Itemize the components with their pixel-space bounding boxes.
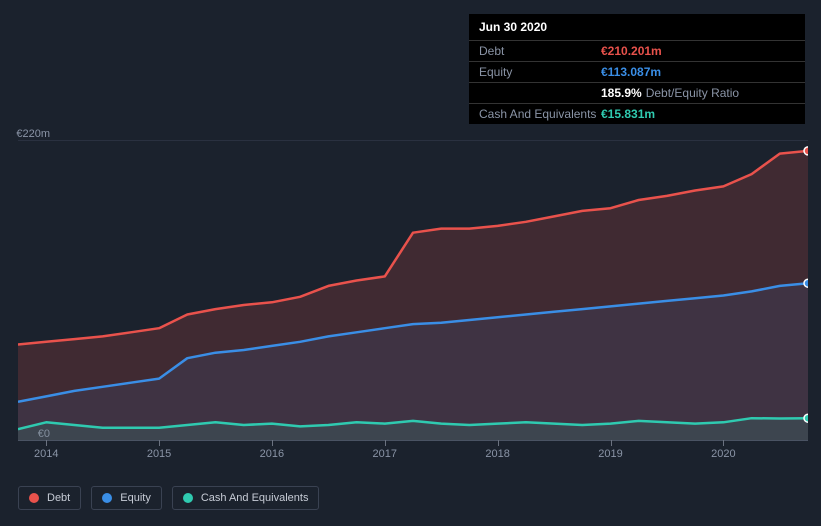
x-tick — [611, 440, 612, 446]
tooltip-row-label: Cash And Equivalents — [479, 107, 601, 121]
x-tick — [498, 440, 499, 446]
tooltip-row: Debt€210.201m — [469, 40, 805, 61]
tooltip-row: Equity€113.087m — [469, 61, 805, 82]
series-end-marker — [804, 414, 808, 422]
tooltip-row-label: Debt — [479, 44, 601, 58]
tooltip-row-label — [479, 86, 601, 100]
x-axis-label: 2015 — [147, 448, 171, 460]
tooltip-date: Jun 30 2020 — [469, 14, 805, 40]
legend-label: Debt — [47, 492, 70, 504]
legend-item[interactable]: Equity — [91, 486, 162, 510]
y-axis-label: €220m — [2, 128, 50, 140]
tooltip-row: 185.9% Debt/Equity Ratio — [469, 82, 805, 103]
x-axis-label: 2018 — [485, 448, 509, 460]
tooltip-row-value: €210.201m — [601, 44, 662, 58]
series-end-marker — [804, 147, 808, 155]
x-tick — [159, 440, 160, 446]
x-tick — [272, 440, 273, 446]
area-chart[interactable] — [18, 140, 808, 440]
chart-tooltip: Jun 30 2020 Debt€210.201mEquity€113.087m… — [469, 14, 805, 124]
x-axis-label: 2020 — [711, 448, 735, 460]
x-tick — [723, 440, 724, 446]
x-tick — [46, 440, 47, 446]
x-axis-label: 2017 — [373, 448, 397, 460]
chart-legend: Debt Equity Cash And Equivalents — [18, 486, 319, 510]
legend-label: Cash And Equivalents — [201, 492, 309, 504]
grid-baseline — [18, 440, 808, 441]
legend-item[interactable]: Cash And Equivalents — [172, 486, 320, 510]
tooltip-row-value: €15.831m — [601, 107, 655, 121]
tooltip-row-label: Equity — [479, 65, 601, 79]
tooltip-row-value: €113.087m — [601, 65, 661, 79]
x-axis: 2014 2015 2016 2017 2018 2019 2020 — [18, 448, 808, 464]
tooltip-row-suffix: Debt/Equity Ratio — [646, 86, 739, 100]
x-axis-label: 2019 — [598, 448, 622, 460]
legend-swatch-icon — [29, 493, 39, 503]
tooltip-row: Cash And Equivalents€15.831m — [469, 103, 805, 124]
x-tick — [385, 440, 386, 446]
x-axis-label: 2016 — [260, 448, 284, 460]
legend-swatch-icon — [183, 493, 193, 503]
series-end-marker — [804, 279, 808, 287]
legend-swatch-icon — [102, 493, 112, 503]
legend-label: Equity — [120, 492, 151, 504]
x-axis-label: 2014 — [34, 448, 58, 460]
tooltip-row-value: 185.9% — [601, 86, 642, 100]
legend-item[interactable]: Debt — [18, 486, 81, 510]
